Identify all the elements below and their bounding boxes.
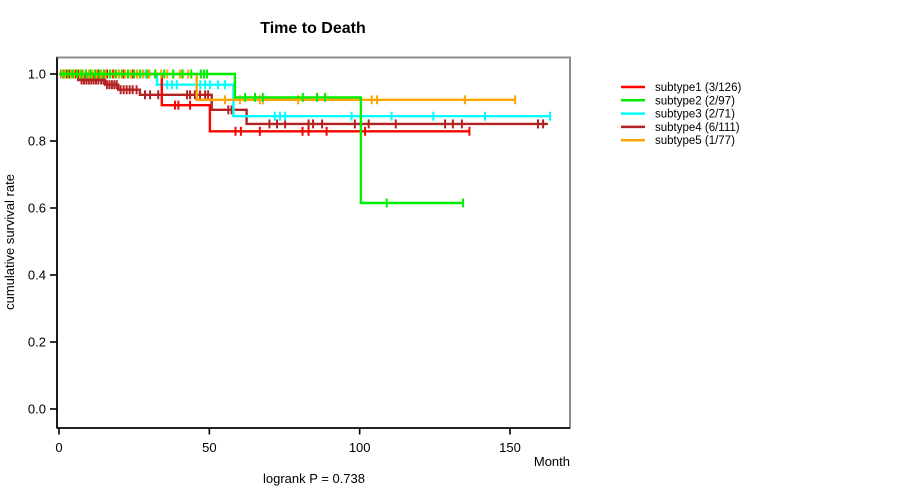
x-tick-label: 100: [349, 440, 371, 455]
survival-series-1: [59, 69, 471, 136]
legend-label: subtype3 (2/71): [655, 109, 735, 121]
legend-label: subtype5 (1/77): [655, 135, 735, 147]
y-tick-label: 0.8: [28, 134, 46, 149]
survival-series-2: [59, 69, 465, 208]
y-axis: 0.0 0.2 0.4 0.6 0.8 1.0: [28, 67, 57, 417]
x-tick-label: 0: [55, 440, 62, 455]
legend-label: subtype4 (6/111): [655, 122, 740, 134]
x-axis: 0 50 100 150: [55, 428, 521, 455]
y-axis-label: cumulative survival rate: [2, 174, 17, 310]
legend: subtype1 (3/126)subtype2 (2/97) subtype3 …: [621, 82, 741, 147]
y-tick-label: 0.6: [28, 201, 46, 216]
legend-label: subtype1 (3/126): [655, 82, 741, 94]
legend-item: subtype2 (2/97): [621, 95, 735, 107]
chart-title: Time to Death: [260, 20, 366, 37]
survival-curve: [59, 72, 464, 205]
x-tick-label: 50: [202, 440, 216, 455]
x-tick-label: 150: [499, 440, 521, 455]
y-tick-label: 0.0: [28, 402, 46, 417]
legend-item: subtype3 (2/71): [621, 109, 735, 121]
y-tick-label: 0.2: [28, 335, 46, 350]
x-axis-label: Month: [534, 454, 570, 469]
plot-frame: [56, 56, 571, 429]
logrank-p-annotation: logrank P = 0.738: [263, 471, 365, 486]
legend-label: subtype2 (2/97): [655, 95, 735, 107]
y-tick-label: 0.4: [28, 268, 46, 283]
plot-box: [56, 56, 571, 429]
y-tick-label: 1.0: [28, 67, 46, 82]
legend-item: subtype4 (6/111): [621, 122, 740, 134]
legend-item: subtype5 (1/77): [621, 135, 735, 147]
legend-item: subtype1 (3/126): [621, 82, 741, 94]
survival-curve: [59, 72, 550, 118]
survival-curves: [59, 69, 551, 208]
